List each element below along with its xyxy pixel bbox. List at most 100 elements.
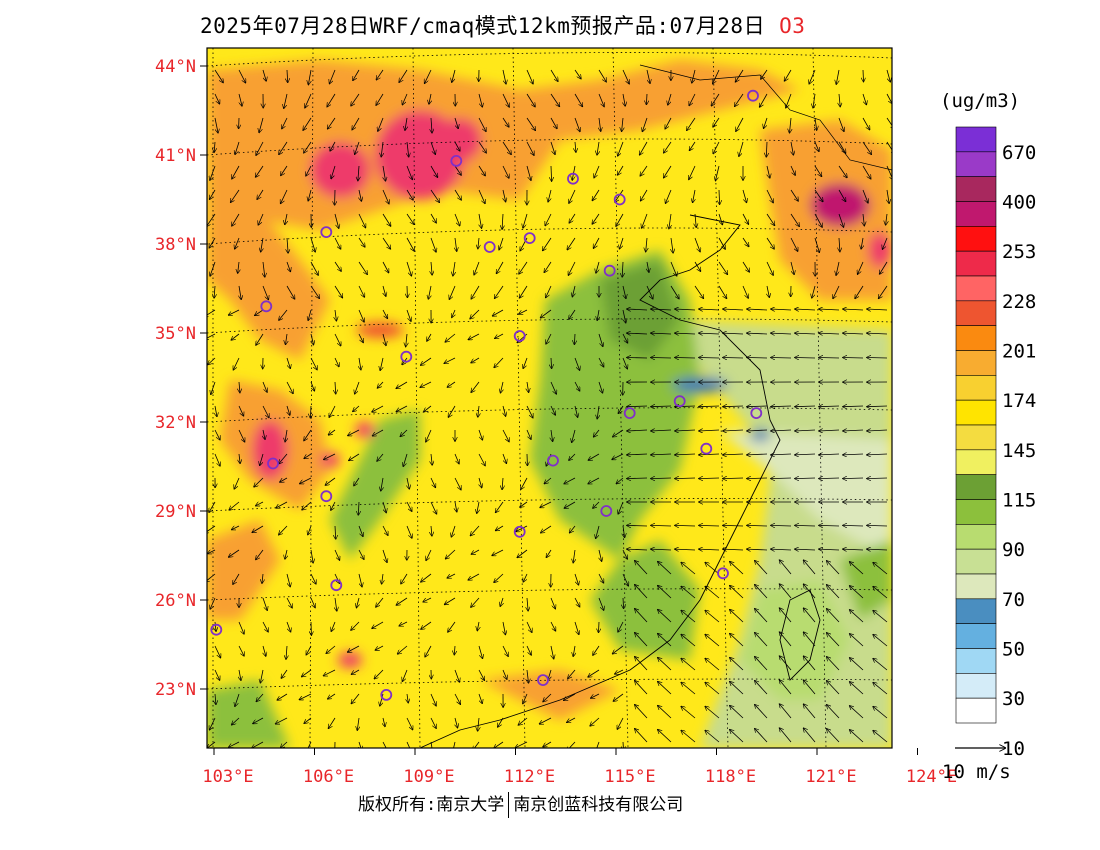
- wind-arrow: [377, 453, 384, 461]
- wind-arrow: [477, 501, 479, 513]
- wind-arrow: [747, 478, 768, 479]
- wind-arrow: [755, 657, 768, 671]
- wind-arrow: [780, 656, 792, 671]
- colorbar-swatch: [955, 151, 997, 177]
- wind-arrow: [843, 430, 864, 431]
- wind-arrow: [569, 309, 576, 319]
- colorbar-swatch: [955, 673, 997, 699]
- wind-arrow: [543, 237, 552, 251]
- wind-arrow: [214, 453, 220, 466]
- city-marker: [513, 330, 526, 342]
- wind-arrow: [329, 429, 336, 435]
- wind-arrow: [873, 611, 888, 623]
- wind-arrow: [252, 525, 264, 532]
- wind-arrow: [215, 621, 216, 631]
- wind-arrow: [718, 261, 727, 274]
- wind-arrow: [742, 213, 748, 224]
- lon-label: 115°E: [604, 767, 655, 787]
- wind-arrow: [723, 333, 744, 334]
- wind-arrow: [646, 93, 647, 104]
- colorbar-swatch: [955, 201, 997, 227]
- wind-arrow: [747, 358, 768, 359]
- wind-arrow: [382, 237, 390, 249]
- wind-arrow: [375, 645, 384, 650]
- wind-arrow: [658, 706, 672, 719]
- wind-arrow: [780, 608, 792, 623]
- wind-arrow: [474, 261, 480, 275]
- colorbar-label: 174: [1002, 390, 1036, 412]
- wind-arrow: [334, 213, 339, 228]
- wind-arrow: [760, 93, 768, 107]
- wind-arrow: [331, 165, 336, 179]
- wind-arrow: [478, 669, 484, 680]
- wind-arrow: [541, 309, 552, 318]
- wind-arrow: [214, 93, 220, 104]
- wind-arrow: [671, 237, 673, 253]
- wind-arrow: [324, 669, 336, 676]
- wind-arrow: [526, 117, 535, 130]
- wind-arrow: [886, 69, 890, 82]
- wind-arrow: [407, 693, 408, 703]
- wind-arrow: [454, 693, 460, 704]
- colorbar-swatch: [955, 548, 997, 575]
- city-marker: [513, 525, 526, 538]
- wind-arrow: [454, 165, 461, 175]
- wind-arrow: [804, 560, 816, 575]
- wind-arrow: [406, 189, 413, 200]
- colorbar: [955, 126, 997, 724]
- wind-arrow: [351, 621, 360, 630]
- wind-arrow: [239, 453, 240, 463]
- wind-arrow: [430, 693, 436, 706]
- wind-arrow: [651, 430, 672, 431]
- wind-arrow: [843, 333, 864, 334]
- wind-arrow: [238, 261, 239, 273]
- wind-arrow: [406, 525, 412, 538]
- wind-arrow: [694, 237, 700, 252]
- wind-arrow: [478, 93, 482, 107]
- wind-arrow: [855, 285, 864, 298]
- colorbar-swatch: [955, 300, 997, 326]
- wind-arrow: [282, 117, 288, 129]
- wind-arrow: [819, 358, 840, 359]
- wind-arrow: [430, 237, 436, 252]
- wind-arrow: [448, 405, 456, 417]
- concentration-field: [207, 48, 892, 748]
- wind-arrow: [574, 597, 580, 607]
- wind-arrow: [705, 659, 720, 671]
- wind-arrow: [306, 165, 312, 176]
- wind-arrow: [520, 501, 528, 507]
- wind-arrow: [376, 69, 384, 80]
- colorbar-swatch: [955, 524, 997, 550]
- wind-arrow: [575, 141, 576, 152]
- border-line: [639, 64, 892, 171]
- wind-arrow: [426, 429, 432, 442]
- wind-arrow: [699, 358, 720, 359]
- wind-arrow: [658, 682, 672, 695]
- wind-arrow: [284, 93, 288, 108]
- wind-arrow: [827, 633, 840, 647]
- wind-arrow: [850, 682, 864, 695]
- wind-arrow: [519, 261, 528, 274]
- wind-arrow: [814, 213, 822, 227]
- wind-arrow: [353, 405, 360, 411]
- wind-arrow: [255, 309, 264, 315]
- wind-arrow: [574, 93, 582, 106]
- wind-arrow: [351, 693, 360, 704]
- wind-arrow: [573, 549, 575, 563]
- wind-arrow: [503, 621, 505, 635]
- wind-arrow: [477, 621, 479, 631]
- wind-arrow: [833, 285, 840, 298]
- wind-arrow: [496, 525, 504, 531]
- wind-arrow: [358, 165, 359, 181]
- wind-arrow: [326, 645, 336, 653]
- wind-arrow: [430, 477, 435, 487]
- wind-arrow: [358, 525, 363, 536]
- wind-arrow: [232, 717, 240, 725]
- wind-arrow: [494, 357, 504, 367]
- wind-arrow: [863, 69, 864, 82]
- colorbar-swatch: [955, 499, 997, 525]
- wind-arrow: [615, 669, 624, 674]
- wind-arrow: [790, 165, 795, 175]
- wind-arrow: [238, 405, 244, 416]
- map-frame: [206, 47, 893, 749]
